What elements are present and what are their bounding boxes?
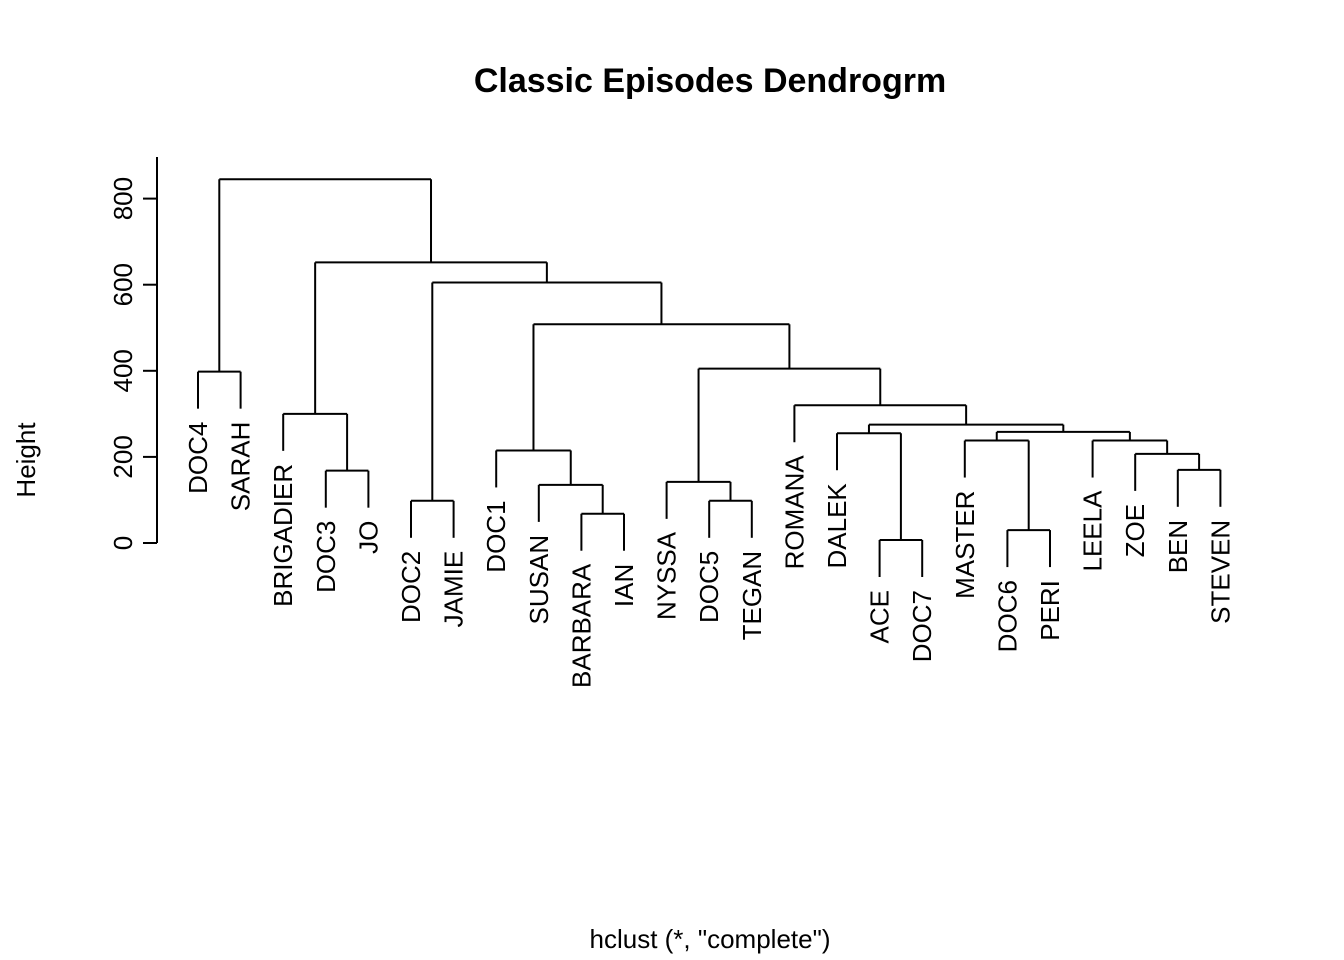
leaf-label: ACE — [865, 590, 895, 643]
leaf-label: DOC2 — [396, 551, 426, 623]
leaf-label: TEGAN — [737, 551, 767, 641]
leaf-label: DOC5 — [694, 551, 724, 623]
chart-title: Classic Episodes Dendrogrm — [474, 62, 946, 100]
leaf-label: PERI — [1035, 580, 1065, 641]
leaf-label: BEN — [1163, 520, 1193, 573]
leaf-label: BARBARA — [566, 563, 596, 688]
leaf-label: DOC4 — [183, 422, 213, 494]
leaf-label: MASTER — [950, 491, 980, 599]
leaf-label: STEVEN — [1205, 520, 1235, 624]
y-tick-label: 0 — [108, 536, 138, 550]
leaf-label: BRIGADIER — [268, 464, 298, 607]
dendrogram-branches — [197, 178, 1222, 577]
leaf-label: JO — [353, 521, 383, 554]
y-axis: 0 200 400 600 800 — [108, 157, 158, 550]
leaf-label: DOC3 — [311, 521, 341, 593]
leaf-labels: DOC4 SARAH BRIGADIER DOC3 JO DOC2 JAMIE DOC1 SUS… — [183, 422, 1235, 688]
leaf-label: LEELA — [1078, 490, 1108, 572]
leaf-label: DOC6 — [992, 580, 1022, 652]
leaf-label: DALEK — [822, 483, 852, 569]
leaf-label: SUSAN — [524, 535, 554, 625]
leaf-label: SARAH — [226, 422, 256, 512]
leaf-label: JAMIE — [439, 551, 469, 628]
leaf-label: ROMANA — [779, 455, 809, 570]
y-tick-label: 200 — [108, 435, 138, 478]
leaf-label: IAN — [609, 564, 639, 607]
x-axis-label: hclust (*, "complete") — [590, 924, 831, 954]
y-tick-label: 400 — [108, 349, 138, 392]
leaf-label: DOC7 — [907, 590, 937, 662]
y-tick-label: 800 — [108, 177, 138, 220]
y-axis-label: Height — [11, 422, 41, 498]
y-tick-label: 600 — [108, 263, 138, 306]
leaf-label: DOC1 — [481, 500, 511, 572]
leaf-label: NYSSA — [652, 531, 682, 620]
leaf-label: ZOE — [1120, 504, 1150, 557]
